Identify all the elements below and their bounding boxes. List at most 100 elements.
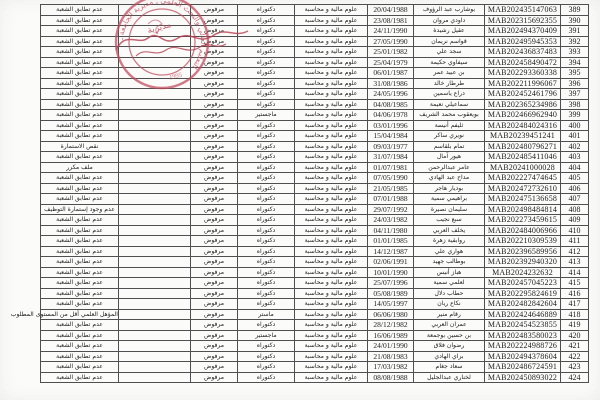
cell-decision: مرفوض (190, 140, 238, 152)
cell-note (118, 329, 191, 341)
cell-registration-id: MAB202482842604 (484, 298, 561, 310)
cell-note (118, 203, 191, 215)
cell-degree: دكتوراه (237, 277, 295, 289)
cell-rejection-reason: نقص الاستمارة (40, 140, 119, 152)
cell-decision: مرفوض (190, 109, 238, 121)
table-row: 406 MAB202472732610 بوديار هاجر 21/05/1985 ع… (40, 182, 589, 194)
cell-full-name: نكاع ريان (413, 298, 485, 310)
cell-specialty: علوم مالية و محاسبة (294, 256, 368, 268)
cell-birth-date: 25/01/1982 (367, 46, 414, 58)
cell-registration-id: MAB20241000028 (484, 161, 561, 173)
cell-registration-id: MAB202450893022 (484, 371, 561, 383)
cell-registration-id: MAB202295824619 (484, 287, 561, 299)
cell-rejection-reason: عدم تطابق الشعبة (40, 130, 119, 142)
cell-full-name: هيور آمال (413, 151, 485, 163)
cell-specialty: علوم مالية و محاسبة (294, 161, 368, 173)
cell-birth-date: 15/04/1984 (367, 130, 414, 142)
cell-decision: مرفوض (190, 182, 238, 194)
cell-decision: مرفوض (190, 224, 238, 236)
cell-specialty: علوم مالية و محاسبة (294, 203, 368, 215)
cell-rejection-reason: عدم تطابق الشعبة (40, 119, 119, 131)
cell-rejection-reason: عدم تطابق الشعبة (40, 88, 119, 100)
cell-registration-id: MAB202436837483 (484, 46, 561, 58)
table-row: 403 MAB202485411046 هيور آمال 31/07/1984 علو… (40, 151, 589, 163)
cell-degree: ماجستير (237, 329, 295, 341)
cell-specialty: علوم مالية و محاسبة (294, 56, 368, 68)
cell-degree: دكتوراه (237, 4, 295, 16)
cell-degree: دكتوراه (237, 35, 295, 47)
cell-note (118, 130, 191, 142)
table-row: 393 MAB202436837483 سجد علي 25/01/1982 علوم … (40, 46, 589, 58)
cell-registration-id: MAB202457045223 (484, 277, 561, 289)
cell-registration-id: MAB202486724591 (484, 361, 561, 373)
cell-rejection-reason: عدم تطابق الشعبة (40, 109, 119, 121)
cell-full-name: سجد علي (413, 46, 485, 58)
cell-note (118, 256, 191, 268)
cell-no: 408 (560, 203, 589, 215)
cell-full-name: هواري علي (413, 245, 485, 257)
cell-birth-date: 17/03/1982 (367, 361, 414, 373)
cell-specialty: علوم مالية و محاسبة (294, 371, 368, 383)
cell-specialty: علوم مالية و محاسبة (294, 182, 368, 194)
cell-no: 419 (560, 319, 589, 331)
cell-birth-date: 21/08/1983 (367, 350, 414, 362)
cell-registration-id: MAB202466962940 (484, 109, 561, 121)
cell-specialty: علوم مالية و محاسبة (294, 214, 368, 226)
cell-decision: مرفوض (190, 35, 238, 47)
cell-birth-date: 06/06/1980 (367, 308, 414, 320)
cell-no: 420 (560, 329, 589, 341)
cell-specialty: علوم مالية و محاسبة (294, 140, 368, 152)
cell-note (118, 88, 191, 100)
cell-note (118, 214, 191, 226)
cell-specialty: علوم مالية و محاسبة (294, 130, 368, 142)
table-row: 422 MAB202494378604 براي الهادي 21/08/1983 ع… (40, 350, 589, 362)
table-row: 423 MAB202486724591 سعاد جغام 17/03/1982 علو… (40, 361, 589, 373)
table-row: 409 MAB202273459615 سبع نجيب 24/03/1982 علوم… (40, 214, 589, 226)
cell-no: 401 (560, 130, 589, 142)
cell-no: 391 (560, 25, 589, 37)
cell-no: 421 (560, 340, 589, 352)
cell-rejection-reason: عدم تطابق الشعبة (40, 214, 119, 226)
cell-full-name: براهيمي سمية (413, 193, 485, 205)
cell-specialty: علوم مالية و محاسبة (294, 25, 368, 37)
table-row: 401 MAB20239451241 نويري ساكر 15/04/1984 علو… (40, 130, 589, 142)
cell-degree: دكتوراه (237, 298, 295, 310)
cell-note (118, 46, 191, 58)
cell-specialty: علوم مالية و محاسبة (294, 172, 368, 184)
cell-decision: مرفوض (190, 14, 238, 26)
cell-birth-date: 10/01/1990 (367, 266, 414, 278)
cell-degree: دكتوراه (237, 25, 295, 37)
cell-note (118, 277, 191, 289)
cell-specialty: علوم مالية و محاسبة (294, 319, 368, 331)
cell-no: 413 (560, 256, 589, 268)
cell-birth-date: 23/08/1981 (367, 14, 414, 26)
cell-no: 402 (560, 140, 589, 152)
cell-birth-date: 24/03/1982 (367, 214, 414, 226)
cell-birth-date: 04/06/1978 (367, 109, 414, 121)
cell-specialty: علوم مالية و محاسبة (294, 224, 368, 236)
cell-rejection-reason: عدم تطابق الشعبة (40, 67, 119, 79)
cell-degree: دكتوراه (237, 67, 295, 79)
cell-rejection-reason: عدم تطابق الشعبة (40, 182, 119, 194)
cell-birth-date: 29/07/1992 (367, 203, 414, 215)
cell-birth-date: 08/08/1988 (367, 371, 414, 383)
table-row: 424 MAB202450893022 لخناري عبدالجليل 08/08/… (40, 371, 589, 383)
cell-no: 393 (560, 46, 589, 58)
table-row: 414 MAB2024232632 هباز أنيس 10/01/1990 علوم … (40, 266, 589, 278)
cell-registration-id: MAB202454523855 (484, 319, 561, 331)
table-row: 394 MAB202458490472 سيفاوي حكيمة 25/04/1979… (40, 56, 589, 68)
cell-rejection-reason: عدم تطابق الشعبة (40, 340, 119, 352)
cell-registration-id: MAB202273459615 (484, 214, 561, 226)
cell-decision: مرفوض (190, 67, 238, 79)
cell-note (118, 224, 191, 236)
table-row: 408 MAB202498484814 سليمان نصيرة 29/07/1992… (40, 203, 589, 215)
cell-no: 410 (560, 224, 589, 236)
table-row: 417 MAB202482842604 نكاع ريان 14/05/1997 علو… (40, 298, 589, 310)
cell-degree: دكتوراه (237, 46, 295, 58)
cell-full-name: سبع نجيب (413, 214, 485, 226)
table-row: 396 MAB202211996067 طرطار خالد 31/08/1986 عل… (40, 77, 589, 89)
cell-full-name: روابقية زهرة (413, 235, 485, 247)
table-row: 405 MAB202227474645 مداح عبد الهادي 07/05/1… (40, 172, 589, 184)
cell-full-name: بن عبيد عمر (413, 67, 485, 79)
cell-birth-date: 02/06/1991 (367, 256, 414, 268)
